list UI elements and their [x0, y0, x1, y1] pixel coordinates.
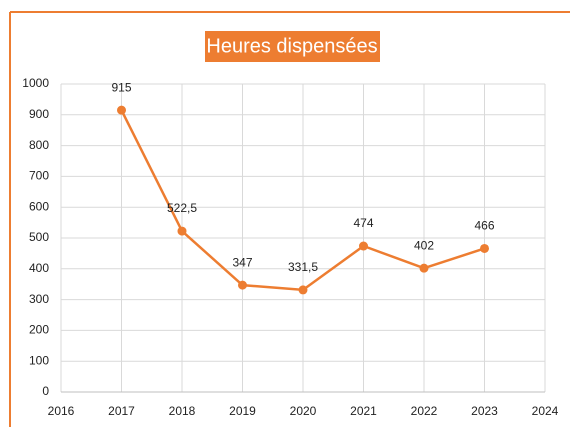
value-label: 915: [111, 80, 131, 94]
y-tick-label: 500: [29, 230, 49, 244]
point: [480, 243, 489, 253]
x-tick-label: 2017: [108, 404, 135, 418]
y-tick-label: 200: [29, 323, 49, 337]
x-tick-label: 2023: [471, 404, 498, 418]
y-tick-label: 700: [29, 169, 49, 183]
x-tick-label: 2022: [411, 404, 438, 418]
x-tick-label: 2019: [229, 404, 256, 418]
value-label: 522,5: [167, 201, 197, 215]
point: [419, 263, 429, 273]
point: [238, 280, 247, 290]
x-tick-label: 2016: [48, 404, 75, 418]
point: [298, 285, 308, 295]
point: [117, 105, 126, 115]
value-label: 402: [414, 238, 434, 252]
title-box: [205, 31, 380, 62]
point: [359, 241, 368, 251]
y-tick-label: 300: [29, 292, 49, 306]
value-label: 466: [474, 219, 494, 233]
point: [177, 226, 187, 236]
y-tick-label: 600: [29, 199, 49, 213]
x-tick-label: 2024: [532, 404, 559, 418]
value-label: 331,5: [288, 260, 318, 274]
y-tick-label: 400: [29, 261, 49, 275]
x-tick-label: 2020: [290, 404, 317, 418]
x-tick-label: 2021: [350, 404, 377, 418]
y-tick-label: 100: [29, 353, 49, 367]
chart-title: Heures dispensées: [206, 35, 377, 57]
y-tick-label: 900: [29, 107, 49, 121]
y-tick-label: 0: [42, 384, 49, 398]
x-tick-label: 2018: [169, 404, 196, 418]
y-tick-label: 1000: [22, 76, 49, 90]
value-label: 474: [353, 216, 373, 230]
y-tick-label: 800: [29, 138, 49, 152]
value-label: 347: [232, 255, 252, 269]
